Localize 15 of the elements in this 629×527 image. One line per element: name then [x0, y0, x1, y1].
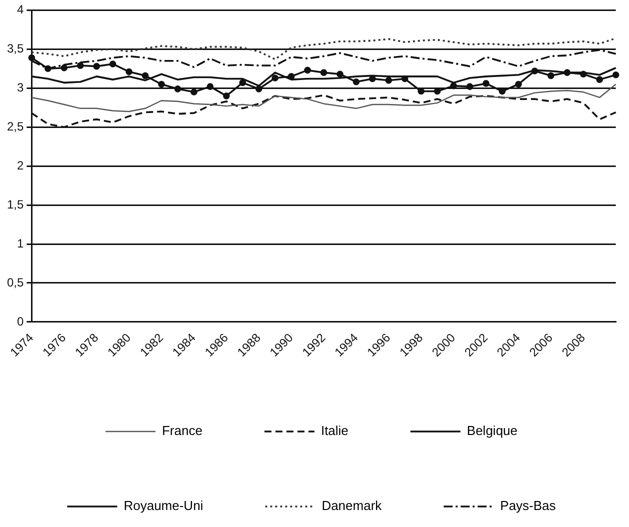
legend-label: France — [162, 423, 202, 438]
y-tick-label: 2 — [16, 158, 24, 172]
y-tick-label: 0 — [16, 314, 24, 328]
y-tick-label: 2,5 — [6, 119, 24, 134]
y-tick-label: 0,5 — [6, 275, 24, 290]
y-tick-label: 3 — [16, 80, 24, 94]
legend-label: Danemark — [322, 498, 382, 514]
y-tick-label: 1,5 — [6, 197, 24, 212]
legend-label: Pays-Bas — [500, 498, 556, 514]
y-tick-label: 3,5 — [6, 41, 24, 56]
y-tick-label: 1 — [16, 236, 24, 250]
legend-label: Royaume-Uni — [124, 498, 204, 514]
legend-label: Italie — [320, 423, 348, 438]
legend-label: Belgique — [466, 423, 518, 438]
y-tick-label: 4 — [16, 2, 24, 17]
